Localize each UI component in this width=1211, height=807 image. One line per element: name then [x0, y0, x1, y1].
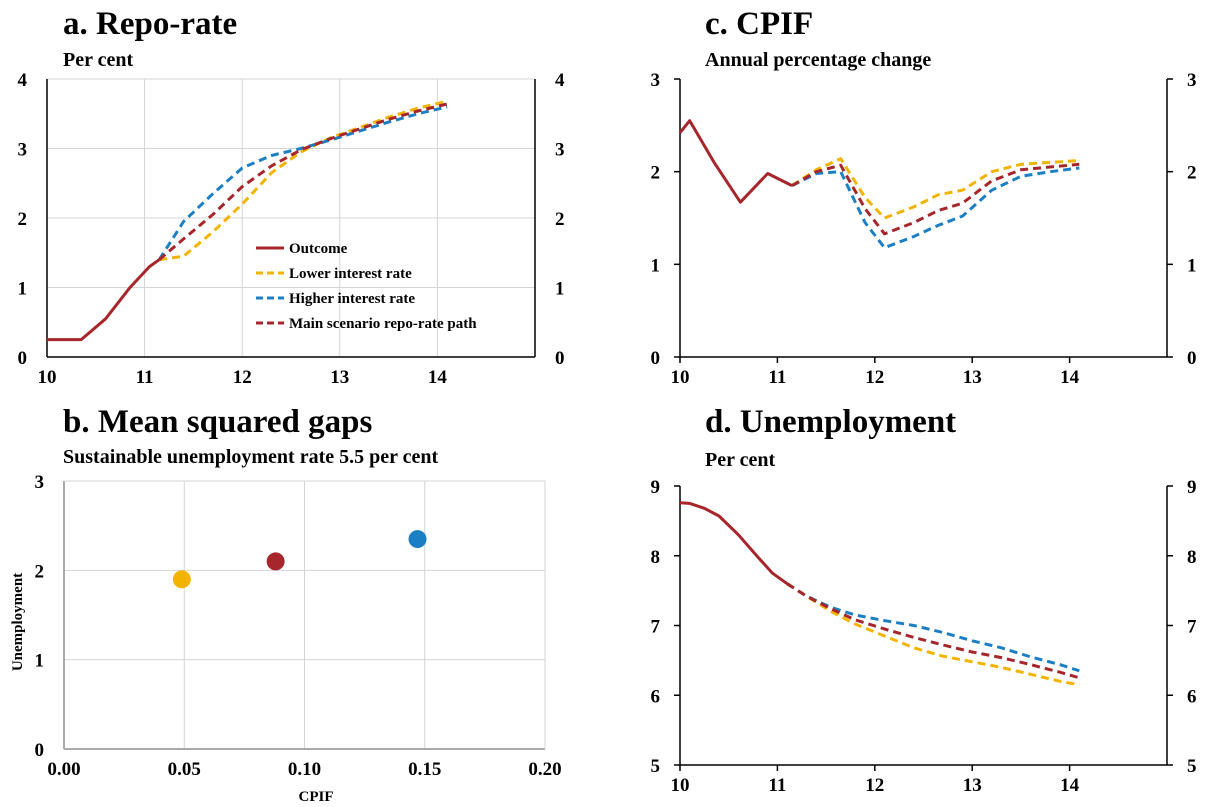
- panel-d-plot: 5 5 6 6 7 7 8 8 9 9 10 11 12 13 14: [651, 477, 1198, 796]
- x-tick-label: 0.05: [168, 759, 201, 780]
- panel-b-plot: 0 1 2 3 0.00 0.05 0.10 0.15 0.20: [35, 472, 562, 780]
- x-tick-label: 10: [38, 367, 57, 388]
- legend-label-main: Main scenario repo-rate path: [289, 316, 477, 332]
- y-tick-label-right: 1: [1187, 255, 1197, 276]
- y-tick-label: 6: [651, 686, 661, 707]
- series-line-lower: [158, 99, 448, 262]
- x-tick-label: 12: [233, 367, 252, 388]
- scatter-point-lower: [172, 570, 191, 589]
- y-tick-label-right: 3: [555, 140, 565, 161]
- x-tick-label: 0.00: [47, 759, 80, 780]
- series-line-outcome: [679, 501, 788, 585]
- x-tick-label: 14: [1060, 367, 1080, 388]
- series-line-higher: [157, 105, 448, 261]
- y-tick-label: 1: [35, 651, 45, 672]
- x-tick-label: 11: [136, 367, 154, 388]
- panel-c-plot: 0 01 12 23 310 11 12 13 14: [651, 70, 1197, 388]
- y-tick-label: 3: [651, 70, 661, 91]
- panel-d-title: d. Unemployment: [705, 404, 956, 440]
- y-tick-label-right: 1: [555, 279, 565, 300]
- x-tick-label: 12: [865, 775, 884, 796]
- y-tick-label-right: 6: [1187, 686, 1197, 707]
- panel-c-subtitle: Annual percentage change: [705, 49, 931, 71]
- series-line-main: [158, 102, 448, 261]
- series-line-lower: [786, 582, 1080, 687]
- series-line-outcome: [47, 258, 161, 342]
- y-tick-label: 1: [18, 279, 28, 300]
- panel-a-legend: Outcome Lower interest rate Higher inter…: [256, 241, 477, 332]
- y-tick-label-right: 8: [1187, 547, 1197, 568]
- panel-a-plot: 0 01 12 23 34 410 11 12 13 14: [18, 70, 566, 388]
- y-tick-label: 3: [35, 472, 45, 493]
- y-tick-label-right: 9: [1187, 477, 1197, 498]
- legend-label-lower: Lower interest rate: [289, 266, 412, 282]
- series-line-higher: [786, 582, 1080, 673]
- y-tick-label: 2: [18, 209, 28, 230]
- panel-b-xlabel: CPIF: [299, 789, 334, 805]
- series-line-higher: [791, 166, 1080, 250]
- x-tick-label: 13: [963, 367, 982, 388]
- y-tick-label-right: 5: [1187, 756, 1197, 777]
- panel-b-title: b. Mean squared gaps: [63, 404, 372, 440]
- x-tick-label: 0.15: [408, 759, 441, 780]
- x-tick-label: 14: [428, 367, 448, 388]
- x-tick-label: 0.10: [288, 759, 321, 780]
- panel-b-ylabel: Unemployment: [10, 573, 26, 671]
- y-tick-label-right: 7: [1187, 617, 1197, 638]
- series-line-outcome: [678, 119, 793, 204]
- series-line-main: [791, 162, 1080, 236]
- panel-d-subtitle: Per cent: [705, 449, 775, 471]
- panel-c-title: c. CPIF: [705, 6, 813, 42]
- y-tick-label-right: 2: [1187, 163, 1197, 184]
- x-tick-label: 10: [671, 775, 690, 796]
- y-tick-label: 0: [651, 348, 661, 369]
- panel-a-title: a. Repo-rate: [63, 6, 237, 42]
- panel-a-subtitle: Per cent: [63, 49, 133, 71]
- y-tick-label-right: 4: [555, 70, 565, 91]
- x-tick-label: 10: [671, 367, 690, 388]
- y-tick-label-right: 0: [1187, 348, 1197, 369]
- legend-label-outcome: Outcome: [289, 241, 348, 257]
- y-tick-label: 4: [18, 70, 28, 91]
- y-tick-label: 3: [18, 140, 28, 161]
- y-tick-label-right: 2: [555, 209, 565, 230]
- x-tick-label: 14: [1060, 775, 1080, 796]
- scatter-point-higher: [408, 530, 427, 549]
- y-tick-label: 2: [651, 163, 661, 184]
- y-tick-label-right: 3: [1187, 70, 1197, 91]
- y-tick-label: 0: [35, 740, 45, 761]
- legend-label-higher: Higher interest rate: [289, 291, 415, 307]
- x-tick-label: 13: [963, 775, 982, 796]
- x-tick-label: 11: [768, 775, 786, 796]
- y-tick-label: 7: [651, 617, 661, 638]
- scatter-point-main: [266, 552, 285, 571]
- y-tick-label: 5: [651, 756, 661, 777]
- series-line-lower: [791, 157, 1080, 220]
- x-tick-label: 0.20: [528, 759, 561, 780]
- y-tick-label: 2: [35, 561, 45, 582]
- x-tick-label: 13: [330, 367, 349, 388]
- panel-b-subtitle: Sustainable unemployment rate 5.5 per ce…: [63, 446, 439, 468]
- y-tick-label: 0: [18, 348, 28, 369]
- series-line-main: [786, 582, 1080, 680]
- y-tick-label-right: 0: [555, 348, 565, 369]
- x-tick-label: 12: [865, 367, 884, 388]
- y-tick-label: 9: [651, 477, 661, 498]
- x-tick-label: 11: [768, 367, 786, 388]
- y-tick-label: 8: [651, 547, 661, 568]
- y-tick-label: 1: [651, 255, 661, 276]
- plot-frame: [63, 480, 546, 750]
